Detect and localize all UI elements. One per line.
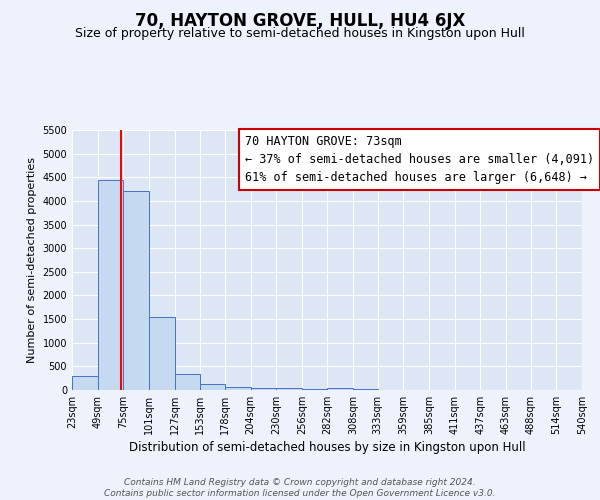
Text: 70, HAYTON GROVE, HULL, HU4 6JX: 70, HAYTON GROVE, HULL, HU4 6JX: [135, 12, 465, 30]
Y-axis label: Number of semi-detached properties: Number of semi-detached properties: [27, 157, 37, 363]
Bar: [276, 388, 302, 390]
Text: 70 HAYTON GROVE: 73sqm
← 37% of semi-detached houses are smaller (4,091)
61% of : 70 HAYTON GROVE: 73sqm ← 37% of semi-det…: [245, 135, 595, 184]
Text: Size of property relative to semi-detached houses in Kingston upon Hull: Size of property relative to semi-detach…: [75, 28, 525, 40]
X-axis label: Distribution of semi-detached houses by size in Kingston upon Hull: Distribution of semi-detached houses by …: [128, 441, 526, 454]
Bar: [175, 374, 200, 390]
Bar: [225, 386, 251, 390]
Bar: [251, 388, 276, 390]
Bar: [200, 384, 225, 390]
Bar: [123, 192, 149, 390]
Bar: [149, 316, 175, 390]
Bar: [353, 388, 378, 390]
Bar: [302, 389, 328, 390]
Bar: [98, 180, 123, 390]
Bar: [328, 388, 353, 390]
Text: Contains HM Land Registry data © Crown copyright and database right 2024.
Contai: Contains HM Land Registry data © Crown c…: [104, 478, 496, 498]
Bar: [72, 376, 98, 390]
